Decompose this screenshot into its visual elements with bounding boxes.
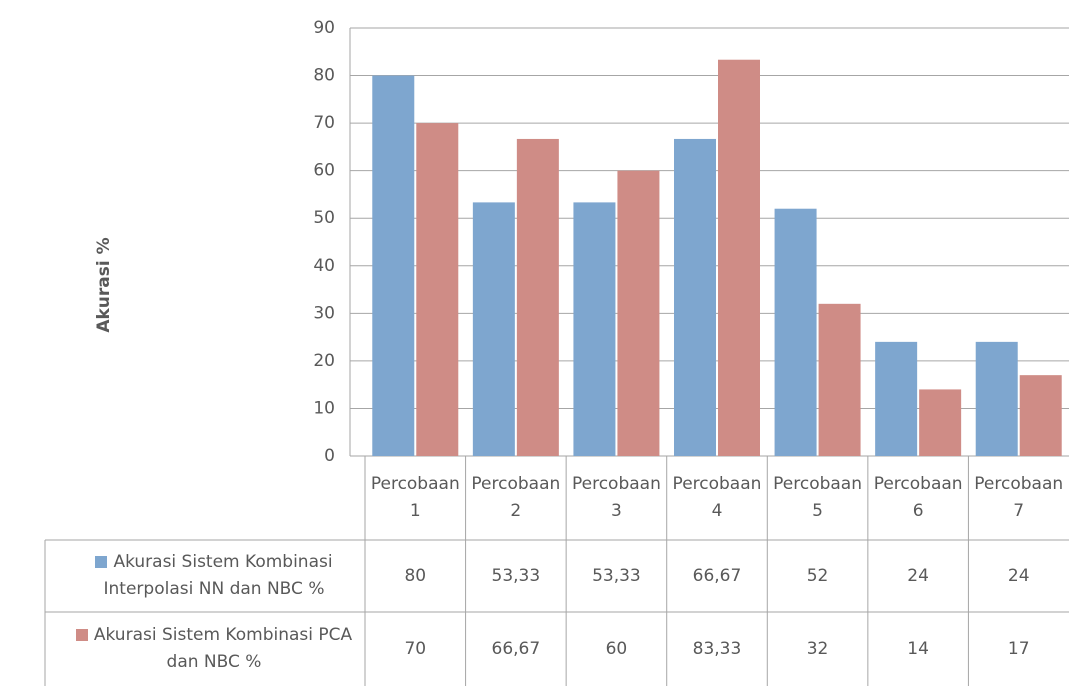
table-value: 52 — [767, 540, 868, 612]
legend-entry: Akurasi Sistem Kombinasi PCA dan NBC % — [45, 612, 365, 686]
bar — [919, 389, 961, 456]
bar — [976, 342, 1018, 456]
bar — [617, 171, 659, 456]
bar — [674, 139, 716, 456]
y-tick-label: 0 — [324, 446, 335, 466]
category-label: Percobaan 6 — [868, 456, 969, 540]
table-value: 17 — [968, 612, 1069, 686]
table-value: 83,33 — [667, 612, 768, 686]
category-label: Percobaan 7 — [968, 456, 1069, 540]
bar — [1020, 375, 1062, 456]
category-label: Percobaan 1 — [365, 456, 466, 540]
category-label: Percobaan 3 — [566, 456, 667, 540]
y-tick-label: 30 — [313, 303, 335, 323]
bar — [718, 60, 760, 456]
y-tick-label: 70 — [313, 113, 335, 133]
bar — [875, 342, 917, 456]
table-value: 60 — [566, 612, 667, 686]
category-label: Percobaan 2 — [466, 456, 567, 540]
table-value: 80 — [365, 540, 466, 612]
bar — [372, 76, 414, 456]
y-tick-label: 10 — [313, 398, 335, 418]
legend-entry: Akurasi Sistem Kombinasi Interpolasi NN … — [45, 540, 365, 612]
legend-swatch — [95, 556, 107, 568]
table-value: 70 — [365, 612, 466, 686]
table-value: 66,67 — [667, 540, 768, 612]
bar — [416, 123, 458, 456]
y-tick-label: 80 — [313, 66, 335, 86]
y-axis-title: Akurasi % — [94, 237, 114, 332]
category-label: Percobaan 4 — [667, 456, 768, 540]
legend-label: Akurasi Sistem Kombinasi Interpolasi NN … — [104, 552, 333, 599]
bar — [517, 139, 559, 456]
table-value: 53,33 — [466, 540, 567, 612]
table-value: 53,33 — [566, 540, 667, 612]
legend-label-box: Akurasi Sistem Kombinasi Interpolasi NN … — [69, 549, 359, 603]
table-value: 24 — [868, 540, 969, 612]
legend-label-box: Akurasi Sistem Kombinasi PCA dan NBC % — [69, 622, 359, 676]
y-tick-label: 50 — [313, 208, 335, 228]
legend-swatch — [76, 629, 88, 641]
y-tick-label: 20 — [313, 351, 335, 371]
bar — [819, 304, 861, 456]
bar — [473, 202, 515, 456]
table-value: 66,67 — [466, 612, 567, 686]
table-value: 14 — [868, 612, 969, 686]
table-value: 32 — [767, 612, 868, 686]
y-tick-label: 90 — [313, 18, 335, 38]
bar — [775, 209, 817, 456]
bar — [573, 202, 615, 456]
category-label: Percobaan 5 — [767, 456, 868, 540]
legend-label: Akurasi Sistem Kombinasi PCA dan NBC % — [94, 625, 352, 672]
page: Akurasi % 0102030405060708090 Percobaan … — [0, 0, 1069, 686]
y-tick-label: 60 — [313, 161, 335, 181]
y-tick-label: 40 — [313, 256, 335, 276]
table-value: 24 — [968, 540, 1069, 612]
